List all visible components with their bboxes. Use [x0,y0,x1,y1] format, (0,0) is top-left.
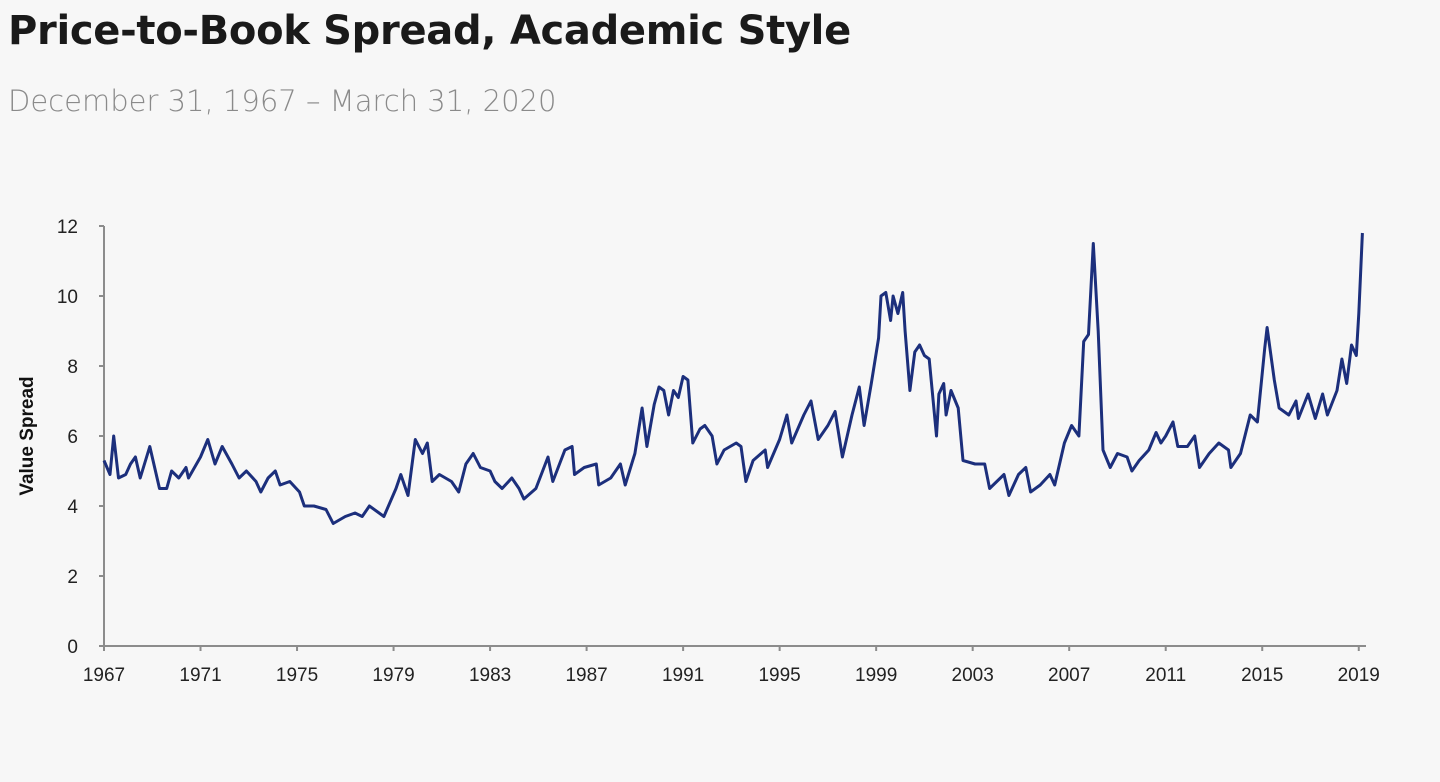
page-subtitle: December 31, 1967 – March 31, 2020 [8,84,557,118]
x-tick-label: 2011 [1145,665,1186,686]
y-tick-label: 6 [67,427,78,448]
y-tick-label: 10 [57,287,78,308]
x-tick-label: 1967 [83,665,125,686]
series-line [102,232,1364,525]
y-tick-label: 2 [67,567,78,588]
x-tick-label: 1971 [179,665,221,686]
x-tick-label: 1999 [855,665,897,686]
axes: 0 2 4 6 8 10 12 1967 1971 1975 1979 1983 1987 1991 199… [57,217,1380,686]
x-tick-label: 2007 [1048,665,1090,686]
page-title: Price-to-Book Spread, Academic Style [8,8,851,54]
y-tick-label: 12 [57,217,78,238]
x-tick-label: 2003 [952,665,994,686]
x-tick-label: 2019 [1338,665,1380,686]
x-tick-label: 1987 [565,665,607,686]
series-group [102,232,1364,525]
x-tick-label: 1991 [662,665,704,686]
y-axis-label: Value Spread [17,376,38,495]
x-tick-label: 1995 [758,665,800,686]
y-tick-label: 0 [67,637,78,658]
y-tick-label: 4 [67,497,78,518]
x-tick-label: 1979 [372,665,414,686]
x-tick-label: 1975 [276,665,318,686]
x-tick-label: 1983 [469,665,511,686]
y-tick-label: 8 [67,357,78,378]
x-tick-label: 2015 [1241,665,1283,686]
